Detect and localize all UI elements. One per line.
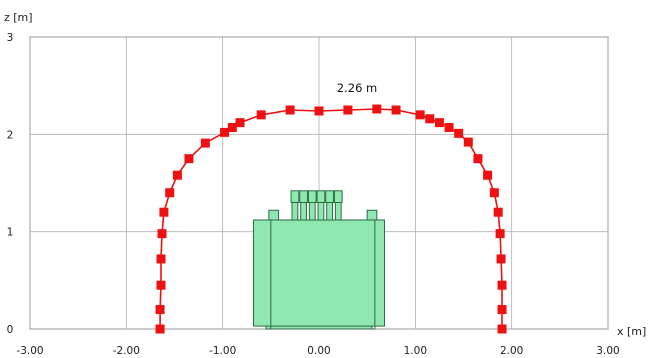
data-point <box>314 106 324 116</box>
data-point <box>155 324 165 334</box>
bushing-stem <box>291 201 299 221</box>
data-point <box>497 324 507 334</box>
data-point <box>165 188 175 198</box>
data-point <box>159 207 169 217</box>
data-point <box>256 110 266 120</box>
y-tick-label: 2 <box>7 129 14 141</box>
data-point <box>497 305 507 315</box>
data-point <box>156 254 166 264</box>
x-tick-label: -1.00 <box>209 345 236 357</box>
data-point <box>495 229 505 239</box>
bushing-stem <box>317 201 325 221</box>
bushing-cap <box>325 190 334 203</box>
data-point <box>220 127 230 137</box>
data-point <box>496 254 506 264</box>
data-point <box>434 118 444 128</box>
y-tick-label: 1 <box>7 227 14 239</box>
data-point <box>156 280 166 290</box>
x-tick-label: 2.00 <box>500 345 523 357</box>
data-point <box>463 137 473 147</box>
y-tick-label: 0 <box>7 324 14 336</box>
data-point <box>184 154 194 164</box>
x-tick-label: -2.00 <box>113 345 140 357</box>
data-point <box>235 118 245 128</box>
bushing-cap <box>290 190 300 203</box>
data-point <box>444 123 454 133</box>
x-tick-label: 3.00 <box>596 345 619 357</box>
data-point <box>483 170 493 180</box>
data-point <box>285 105 295 115</box>
x-tick-label: 0.00 <box>307 345 330 357</box>
data-point <box>493 207 503 217</box>
bushing-cap <box>333 190 343 203</box>
data-point <box>425 114 435 124</box>
x-tick-label: 1.00 <box>404 345 427 357</box>
bushing-cap <box>299 190 308 203</box>
series-line <box>159 108 503 329</box>
tick-labels: -3.00 -2.00 -1.00 0.00 1.00 2.00 3.00 0 1 2 3 <box>7 32 620 357</box>
series-layer <box>155 104 507 334</box>
bushing-stem <box>308 201 316 221</box>
data-point <box>489 188 499 198</box>
bushing-stem <box>326 201 333 221</box>
data-point <box>454 128 464 138</box>
transformer-lug <box>366 209 378 221</box>
y-tick-label: 3 <box>7 32 14 44</box>
bushing-stem <box>334 201 342 221</box>
x-axis-label: x [m] <box>617 325 646 338</box>
data-point <box>155 305 165 315</box>
data-point <box>372 104 382 114</box>
data-point <box>343 105 353 115</box>
transformer-tank <box>252 219 386 327</box>
data-point <box>227 123 237 133</box>
data-point <box>391 105 401 115</box>
bushing-cap <box>307 190 317 203</box>
data-point <box>200 138 210 148</box>
transformer-lug <box>268 209 280 221</box>
data-point <box>172 170 182 180</box>
data-point <box>157 229 167 239</box>
bushing-stem <box>300 201 307 221</box>
data-point <box>415 110 425 120</box>
y-axis-label: z [m] <box>4 11 33 24</box>
data-point <box>473 154 483 164</box>
max-height-annotation: 2.26 m <box>337 81 377 95</box>
bushing-cap <box>316 190 326 203</box>
x-tick-label: -3.00 <box>16 345 43 357</box>
data-point <box>497 280 507 290</box>
transformer-diagram <box>252 190 386 330</box>
